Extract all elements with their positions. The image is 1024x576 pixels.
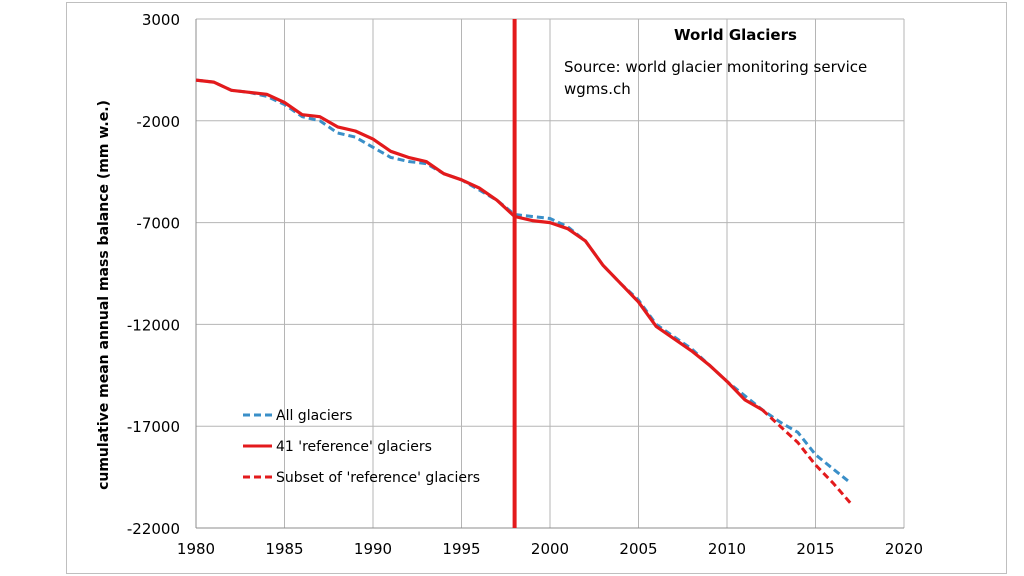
source-annotation: Source: world glacier monitoring service <box>564 58 868 76</box>
y-tick-label: -12000 <box>127 316 180 334</box>
y-tick-label: 3000 <box>142 11 180 29</box>
x-tick-label: 2005 <box>619 540 657 558</box>
x-tick-label: 2000 <box>531 540 569 558</box>
y-axis-label: cumulative mean annual mass balance (mm … <box>96 100 112 490</box>
y-tick-label: -2000 <box>136 113 180 131</box>
x-tick-label: 1985 <box>265 540 303 558</box>
legend-label-3: Subset of 'reference' glaciers <box>276 470 480 486</box>
y-tick-label: -7000 <box>136 215 180 233</box>
chart-frame <box>66 2 1007 574</box>
series-line-1 <box>195 78 852 485</box>
x-tick-label: 2020 <box>885 540 923 558</box>
x-tick-label: 2010 <box>708 540 746 558</box>
series-line-3 <box>761 408 853 505</box>
series-line-2 <box>195 78 764 412</box>
axes <box>195 19 904 529</box>
y-tick-label: -22000 <box>127 520 180 538</box>
url-annotation: wgms.ch <box>564 80 631 98</box>
tick-labels: 1980 1985 1990 1995 2000 2005 2010 2015 2020 3000… <box>127 11 923 558</box>
legend-label-1: All glaciers <box>276 408 352 424</box>
x-tick-label: 2015 <box>796 540 834 558</box>
x-tick-label: 1990 <box>354 540 392 558</box>
x-tick-label: 1980 <box>177 540 215 558</box>
chart-title: World Glaciers <box>674 26 797 44</box>
legend-label-2: 41 'reference' glaciers <box>276 439 432 455</box>
series <box>195 78 853 505</box>
y-tick-label: -17000 <box>127 418 180 436</box>
x-tick-label: 1995 <box>442 540 480 558</box>
legend: All glaciers 41 'reference' glaciers Subse… <box>243 408 480 486</box>
